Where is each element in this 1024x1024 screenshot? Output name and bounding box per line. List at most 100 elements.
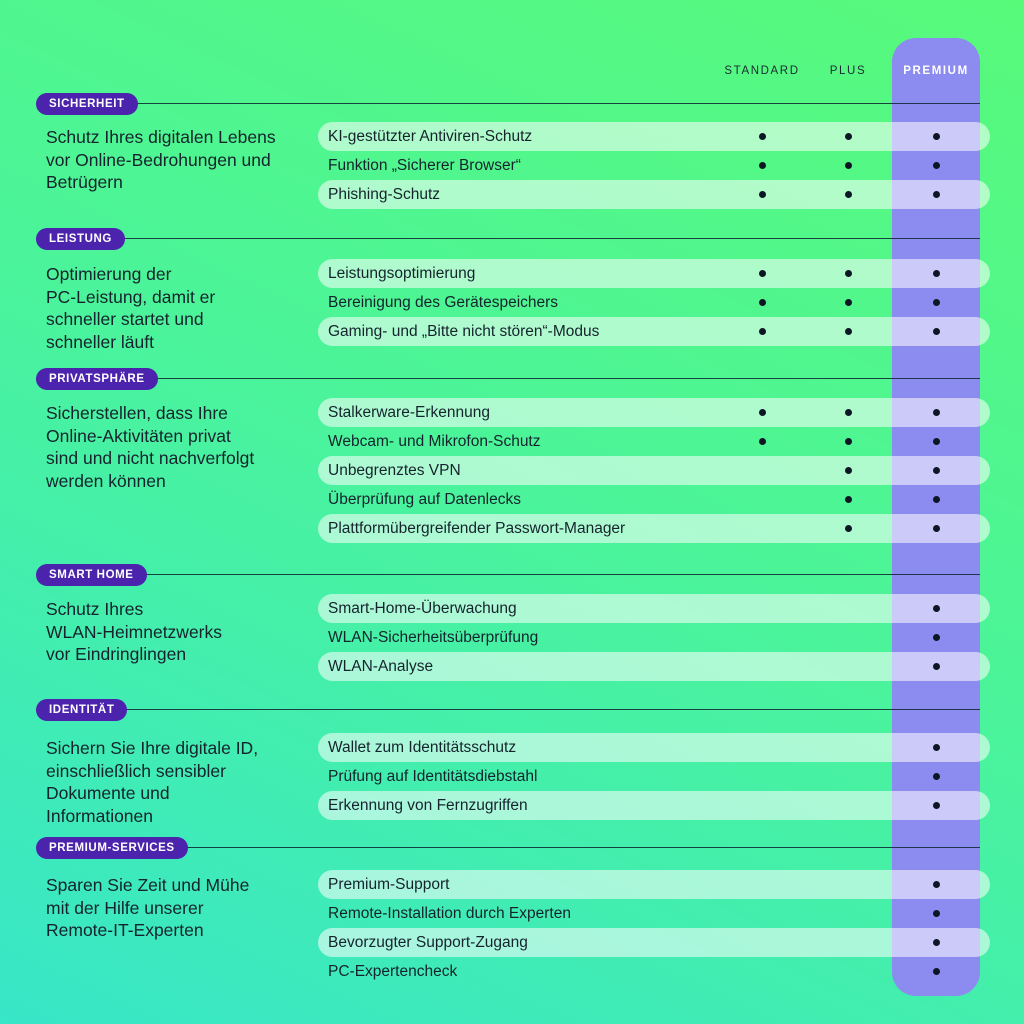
availability-dot-standard bbox=[758, 299, 766, 306]
feature-row: Remote-Installation durch Experten bbox=[318, 899, 990, 928]
feature-row: Bereinigung des Gerätespeichers bbox=[318, 288, 990, 317]
availability-dot-plus bbox=[844, 328, 852, 335]
feature-row: Überprüfung auf Datenlecks bbox=[318, 485, 990, 514]
feature-row: Premium-Support bbox=[318, 870, 990, 899]
availability-dot-premium bbox=[932, 634, 940, 641]
availability-dot-plus bbox=[844, 409, 852, 416]
availability-dot-premium bbox=[932, 191, 940, 198]
column-header-standard: STANDARD bbox=[724, 65, 800, 77]
section-badge: SICHERHEIT bbox=[36, 93, 138, 115]
section-badge: IDENTITÄT bbox=[36, 699, 128, 721]
feature-row: Plattformübergreifender Passwort-Manager bbox=[318, 514, 990, 543]
feature-label: Funktion „Sicherer Browser“ bbox=[328, 156, 521, 174]
availability-dot-premium bbox=[932, 525, 940, 532]
availability-dot-standard bbox=[758, 438, 766, 445]
feature-label: Stalkerware-Erkennung bbox=[328, 403, 490, 421]
feature-label: Premium-Support bbox=[328, 875, 450, 893]
feature-label: WLAN-Analyse bbox=[328, 657, 434, 675]
section-badge: PRIVATSPHÄRE bbox=[36, 368, 158, 390]
availability-dot-premium bbox=[932, 467, 940, 474]
section-description: Schutz Ihres digitalen Lebens vor Online… bbox=[46, 127, 276, 192]
availability-dot-premium bbox=[932, 162, 940, 169]
availability-dot-premium bbox=[932, 744, 940, 751]
feature-label: PC-Expertencheck bbox=[328, 962, 458, 980]
availability-dot-standard bbox=[758, 133, 766, 140]
feature-row: Smart-Home-Überwachung bbox=[318, 594, 990, 623]
feature-label: KI-gestützter Antiviren-Schutz bbox=[328, 127, 533, 145]
availability-dot-standard bbox=[758, 162, 766, 169]
section-badge: SMART HOME bbox=[36, 564, 147, 586]
availability-dot-plus bbox=[844, 270, 852, 277]
availability-dot-standard bbox=[758, 328, 766, 335]
feature-row: Phishing-Schutz bbox=[318, 180, 990, 209]
availability-dot-plus bbox=[844, 162, 852, 169]
feature-label: Wallet zum Identitätsschutz bbox=[328, 738, 517, 756]
availability-dot-premium bbox=[932, 939, 940, 946]
section-feature-rows: Leistungsoptimierung Bereinigung des Gerä… bbox=[318, 259, 990, 346]
section-divider-line bbox=[36, 238, 980, 239]
section-feature-rows: Wallet zum Identitätsschutz Prüfung auf I… bbox=[318, 733, 990, 820]
availability-dot-premium bbox=[932, 802, 940, 809]
section-divider-line bbox=[36, 378, 980, 379]
feature-label: Phishing-Schutz bbox=[328, 185, 441, 203]
section-badge: LEISTUNG bbox=[36, 228, 125, 250]
feature-label: Webcam- und Mikrofon-Schutz bbox=[328, 432, 541, 450]
feature-row: Erkennung von Fernzugriffen bbox=[318, 791, 990, 820]
feature-row: Gaming- und „Bitte nicht stören“-Modus bbox=[318, 317, 990, 346]
feature-row: Leistungsoptimierung bbox=[318, 259, 990, 288]
feature-label: Smart-Home-Überwachung bbox=[328, 599, 517, 617]
section-divider-line bbox=[36, 574, 980, 575]
availability-dot-premium bbox=[932, 968, 940, 975]
availability-dot-plus bbox=[844, 438, 852, 445]
feature-row: Webcam- und Mikrofon-Schutz bbox=[318, 427, 990, 456]
feature-label: Remote-Installation durch Experten bbox=[328, 904, 571, 922]
availability-dot-standard bbox=[758, 409, 766, 416]
section-description: Schutz Ihres WLAN-Heimnetzwerks vor Eind… bbox=[46, 599, 222, 664]
availability-dot-premium bbox=[932, 409, 940, 416]
availability-dot-premium bbox=[932, 773, 940, 780]
section-divider-line bbox=[36, 709, 980, 710]
section-description: Sichern Sie Ihre digitale ID, einschließ… bbox=[46, 738, 259, 826]
column-header-premium: PREMIUM bbox=[903, 65, 969, 77]
feature-label: Leistungsoptimierung bbox=[328, 264, 476, 282]
feature-label: Gaming- und „Bitte nicht stören“-Modus bbox=[328, 322, 600, 340]
feature-row: Funktion „Sicherer Browser“ bbox=[318, 151, 990, 180]
availability-dot-premium bbox=[932, 328, 940, 335]
section-description: Sicherstellen, dass Ihre Online-Aktivitä… bbox=[46, 403, 255, 491]
availability-dot-premium bbox=[932, 438, 940, 445]
section-badge: PREMIUM-SERVICES bbox=[36, 837, 188, 859]
availability-dot-premium bbox=[932, 881, 940, 888]
feature-row: PC-Expertencheck bbox=[318, 957, 990, 986]
availability-dot-plus bbox=[844, 191, 852, 198]
feature-label: Unbegrenztes VPN bbox=[328, 461, 461, 479]
availability-dot-premium bbox=[932, 663, 940, 670]
column-header-plus: PLUS bbox=[829, 65, 867, 77]
section-feature-rows: Premium-Support Remote-Installation durch… bbox=[318, 870, 990, 986]
availability-dot-plus bbox=[844, 525, 852, 532]
section-feature-rows: Smart-Home-Überwachung WLAN-Sicherheitsüb… bbox=[318, 594, 990, 681]
availability-dot-plus bbox=[844, 467, 852, 474]
section-divider-line bbox=[36, 103, 980, 104]
feature-row: WLAN-Analyse bbox=[318, 652, 990, 681]
availability-dot-premium bbox=[932, 910, 940, 917]
availability-dot-standard bbox=[758, 191, 766, 198]
availability-dot-premium bbox=[932, 299, 940, 306]
feature-label: Plattformübergreifender Passwort-Manager bbox=[328, 519, 626, 537]
availability-dot-premium bbox=[932, 270, 940, 277]
availability-dot-plus bbox=[844, 133, 852, 140]
availability-dot-plus bbox=[844, 299, 852, 306]
feature-label: Bereinigung des Gerätespeichers bbox=[328, 293, 559, 311]
feature-row: Stalkerware-Erkennung bbox=[318, 398, 990, 427]
section-feature-rows: Stalkerware-Erkennung Webcam- und Mikrofo… bbox=[318, 398, 990, 543]
feature-label: Prüfung auf Identitätsdiebstahl bbox=[328, 767, 538, 785]
feature-row: Prüfung auf Identitätsdiebstahl bbox=[318, 762, 990, 791]
section-feature-rows: KI-gestützter Antiviren-Schutz Funktion „… bbox=[318, 122, 990, 209]
feature-label: Überprüfung auf Datenlecks bbox=[328, 490, 522, 508]
availability-dot-premium bbox=[932, 133, 940, 140]
availability-dot-premium bbox=[932, 496, 940, 503]
section-description: Optimierung der PC-Leistung, damit er sc… bbox=[46, 264, 216, 352]
feature-row: KI-gestützter Antiviren-Schutz bbox=[318, 122, 990, 151]
availability-dot-standard bbox=[758, 270, 766, 277]
feature-label: Bevorzugter Support-Zugang bbox=[328, 933, 528, 951]
